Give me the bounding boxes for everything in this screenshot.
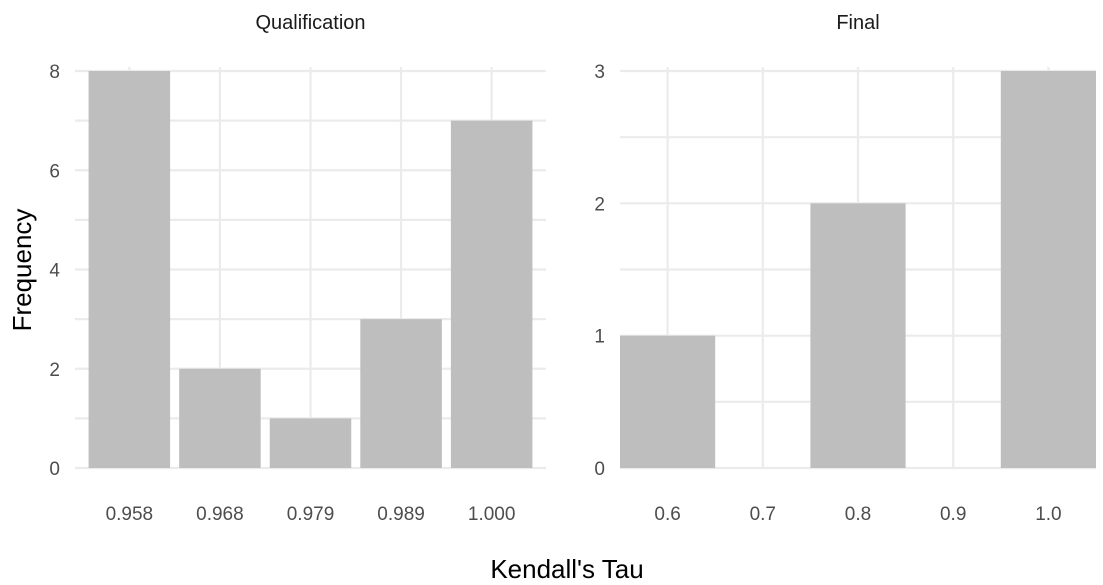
y-axis-title: Frequency	[7, 209, 37, 332]
bar	[810, 203, 906, 469]
x-tick-label: 1.000	[468, 504, 516, 525]
x-tick-label: 0.958	[106, 504, 154, 525]
bar	[269, 418, 352, 468]
x-tick-label: 0.6	[654, 504, 680, 525]
facet-qualification: 0 2 4 6 8 0.958 0.968 0.979 0.989 1.000 Qualificat…	[49, 12, 546, 525]
y-tick-label: 0	[49, 459, 60, 480]
bar	[620, 335, 716, 468]
x-tick-label: 0.989	[377, 504, 425, 525]
x-tick-label: 0.968	[196, 504, 244, 525]
bar	[360, 319, 442, 468]
bar	[179, 368, 261, 468]
facet-final: 0 1 2 3 0.6 0.7 0.8 0.9 1.0 Final	[594, 12, 1096, 525]
x-tick-label: 0.979	[287, 504, 335, 525]
y-tick-label: 6	[49, 161, 60, 182]
y-tick-label: 4	[49, 261, 60, 282]
y-tick-label: 0	[594, 459, 605, 480]
facet-title: Qualification	[255, 12, 365, 34]
y-tick-label: 2	[594, 194, 605, 215]
bar	[1000, 71, 1096, 468]
facet-title: Final	[836, 12, 879, 34]
bar	[450, 120, 533, 468]
x-tick-label: 1.0	[1035, 504, 1061, 525]
y-tick-label: 1	[594, 327, 605, 348]
y-tick-label: 8	[49, 62, 60, 83]
bar	[88, 71, 171, 468]
x-axis-title: Kendall's Tau	[490, 554, 643, 584]
x-tick-label: 0.7	[750, 504, 776, 525]
x-tick-label: 0.9	[940, 504, 966, 525]
y-tick-label: 3	[594, 62, 605, 83]
x-tick-label: 0.8	[845, 504, 871, 525]
y-tick-label: 2	[49, 360, 60, 381]
